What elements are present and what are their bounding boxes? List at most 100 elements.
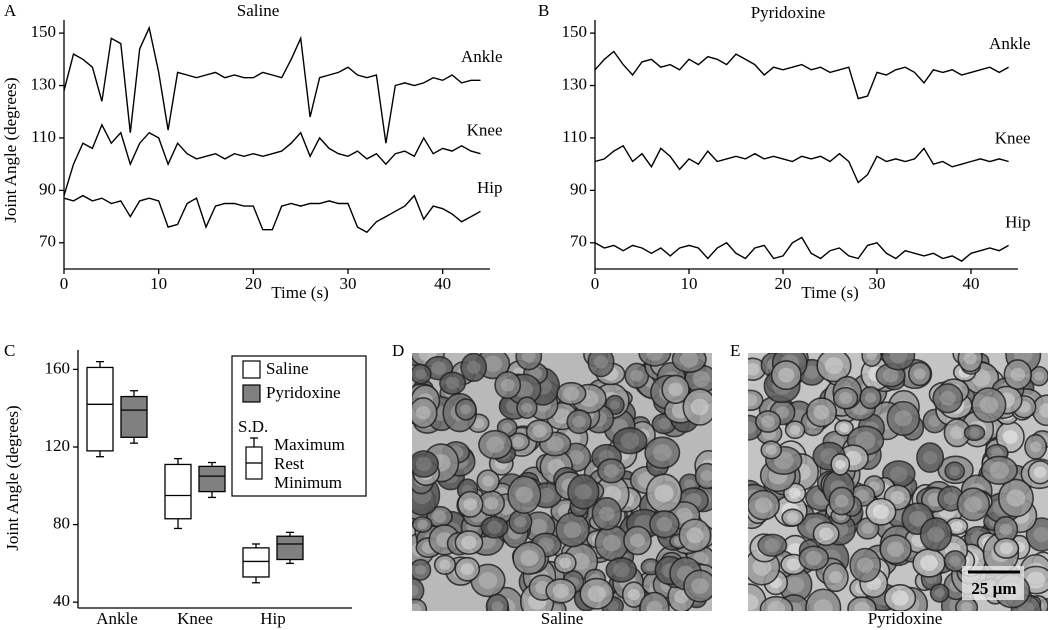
cell-center [861, 523, 874, 534]
cell-center [461, 535, 477, 550]
cell-center [1034, 371, 1045, 381]
cell-center [887, 541, 905, 558]
cell-center [466, 361, 481, 374]
cell-center [778, 367, 795, 383]
cell-center [764, 538, 781, 553]
legend-key-label: Minimum [274, 473, 342, 492]
legend-key-title: S.D. [238, 417, 268, 436]
cell-center [839, 423, 850, 433]
cell-center [805, 550, 822, 566]
cell-center [968, 427, 980, 438]
cell-center [1002, 430, 1018, 444]
cell-center [646, 353, 664, 361]
series-line [63, 25, 481, 144]
chart-title: Saline [237, 1, 280, 20]
cell-center [819, 527, 834, 541]
x-tick-label: 40 [434, 274, 451, 293]
cell-center [603, 464, 619, 478]
cell-center [786, 512, 799, 523]
box [120, 395, 148, 438]
cell-center [529, 518, 548, 535]
cell-center [828, 571, 843, 584]
cell-center [889, 353, 908, 364]
box [276, 535, 304, 561]
panel-letter: B [538, 1, 549, 20]
cell-center [593, 355, 609, 369]
legend-label: Saline [266, 359, 309, 378]
cell-center [927, 526, 945, 543]
x-tick-label: Hip [260, 609, 286, 628]
cell-center [788, 487, 801, 499]
cell-center [412, 603, 422, 611]
cell-center [963, 353, 977, 365]
cell-center [748, 594, 759, 611]
series-label: Ankle [989, 34, 1031, 53]
cell-center [786, 576, 805, 593]
cell-center [1033, 466, 1047, 479]
legend-key-label: Rest [274, 454, 305, 473]
panel-letter: C [4, 341, 15, 360]
cell-center [684, 479, 696, 490]
cell-center [1033, 526, 1048, 543]
cell-center [484, 496, 499, 510]
cell-center [692, 370, 711, 388]
x-tick-label: 10 [681, 274, 698, 293]
cell-center [786, 558, 801, 571]
cell-center [1029, 441, 1042, 453]
cell-center [431, 361, 447, 375]
legend-label: Pyridoxine [266, 383, 341, 402]
cell-center [415, 405, 431, 420]
cell-center [767, 600, 786, 611]
cell-center [979, 396, 999, 414]
y-tick-label: 130 [31, 74, 57, 93]
cell-center [882, 368, 899, 383]
cell-center [646, 600, 663, 611]
cell-center [486, 436, 505, 453]
cell-center [939, 390, 956, 406]
cell-center [553, 408, 571, 424]
cell-center [824, 357, 844, 374]
series-line [63, 123, 481, 196]
legend-swatch [242, 360, 261, 379]
scale-bar-label: 25 µm [971, 579, 1016, 598]
cell-center [645, 562, 656, 572]
cell-center [521, 353, 536, 363]
x-tick-label: 30 [869, 274, 886, 293]
legend-key-label: Maximum [274, 435, 345, 454]
cell-center [889, 466, 908, 483]
y-tick-label: 90 [39, 179, 56, 198]
cell-center [748, 362, 760, 376]
y-axis-label: Joint Angle (degrees) [3, 405, 22, 550]
cell-center [909, 510, 927, 527]
cell-center [866, 353, 877, 361]
cell-center [1006, 489, 1026, 507]
cell-center [999, 523, 1013, 536]
cell-center [765, 444, 777, 455]
cell-center [686, 527, 704, 544]
cell-center [668, 382, 683, 397]
cell-center [789, 425, 801, 435]
cell-center [546, 436, 564, 452]
cell-center [813, 404, 830, 420]
cell-center [563, 521, 582, 539]
cell-center [478, 572, 498, 589]
cell-center [563, 386, 580, 401]
cell-center [500, 378, 515, 392]
y-tick-label: 80 [53, 513, 70, 532]
cell-center [989, 461, 1010, 480]
y-tick-label: 150 [31, 22, 57, 41]
series-line [63, 194, 481, 234]
micrograph [412, 353, 712, 611]
cell-center [514, 516, 527, 528]
cell-center [630, 369, 644, 382]
x-tick-label: Ankle [96, 609, 138, 628]
cell-center [752, 558, 772, 576]
box [198, 465, 226, 493]
y-tick-label: 70 [39, 232, 56, 251]
cell-center [675, 507, 693, 524]
cell-center [891, 590, 909, 606]
cell-center [654, 484, 674, 503]
cell-center [414, 564, 426, 575]
x-tick-label: 20 [245, 274, 262, 293]
cell-center [920, 555, 938, 571]
